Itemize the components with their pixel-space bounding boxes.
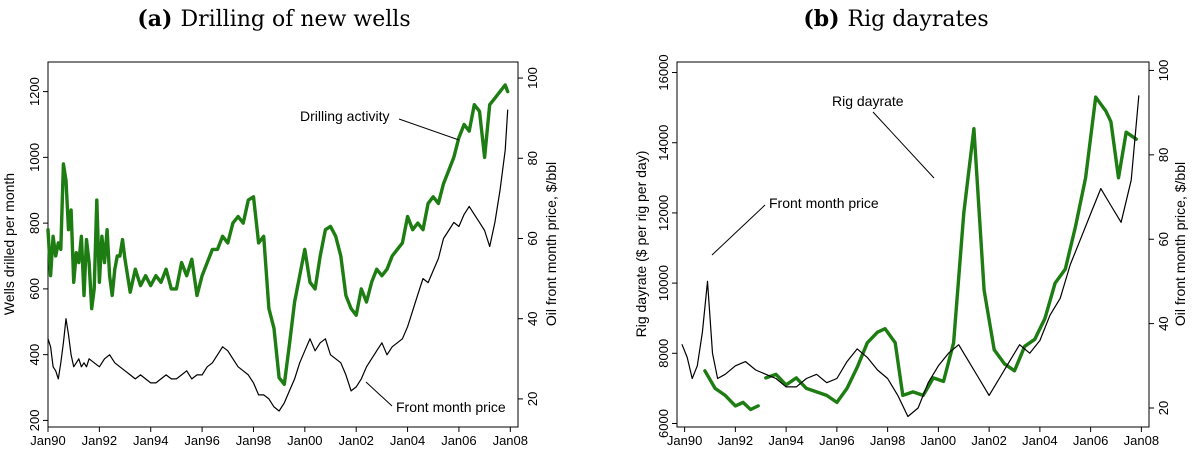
panel-b-annot-dayrate: Rig dayrate bbox=[832, 93, 904, 109]
panel-b-xtick-label: Jan04 bbox=[1022, 433, 1057, 448]
panel-a-ytick-left-label: 400 bbox=[27, 344, 42, 366]
panel-b-ytick-right-label: 80 bbox=[1156, 148, 1171, 162]
panel-a-plot-frame bbox=[47, 61, 519, 428]
panel-a-xtick-label: Jan94 bbox=[133, 433, 168, 448]
panel-a-annot-drilling-leader bbox=[398, 118, 460, 141]
panel-a-xtick-label: Jan98 bbox=[236, 433, 271, 448]
panel-a-front-month-price-line bbox=[47, 109, 509, 412]
panel-a-ytick-left-label: 600 bbox=[27, 278, 42, 300]
panel-a-ytick-left-label: 1200 bbox=[27, 77, 42, 106]
panel-a-xtick-label: Jan96 bbox=[184, 433, 219, 448]
panel-dayrates: (b) Rig dayrates Jan90 Jan92 Jan94 Jan96 Jan9… bbox=[633, 6, 1188, 448]
panel-b-front-month-price-line bbox=[681, 95, 1140, 418]
panel-b-ytick-right-label: 60 bbox=[1156, 232, 1171, 246]
panel-a-xtick-label: Jan00 bbox=[287, 433, 322, 448]
panel-a-xtick-label: Jan92 bbox=[82, 433, 117, 448]
panel-a-xtick-label: Jan04 bbox=[390, 433, 425, 448]
panel-b-title: Rig dayrates bbox=[848, 7, 989, 32]
panel-b-xtick-label: Jan00 bbox=[921, 433, 956, 448]
panel-b-ytick-left-label: 12000 bbox=[656, 195, 671, 231]
panel-a-ylabel-right: Oil front month price, $/bbl bbox=[543, 162, 559, 326]
panel-b-annot-price: Front month price bbox=[769, 195, 879, 211]
panel-a-xtick-label: Jan02 bbox=[338, 433, 373, 448]
panel-b-title-text: (b) Rig dayrates bbox=[803, 6, 988, 32]
panel-b-ylabel-left: Rig dayrate ($ per rig per day) bbox=[633, 151, 649, 338]
panel-a-xtick-label: Jan08 bbox=[493, 433, 528, 448]
panel-b-ytick-left-label: 14000 bbox=[656, 125, 671, 161]
panel-a-xtick-label: Jan06 bbox=[441, 433, 476, 448]
panel-b-lines bbox=[681, 95, 1140, 418]
panel-a-ytick-right-label: 40 bbox=[525, 311, 540, 325]
panel-a-ytick-right-label: 60 bbox=[525, 231, 540, 245]
panel-a-annot-drilling: Drilling activity bbox=[300, 108, 389, 124]
panel-b-xtick-label: Jan90 bbox=[667, 433, 702, 448]
panel-b-rig-dayrate-line bbox=[703, 369, 760, 412]
panel-b-ylabel-right: Oil front month price, $/bbl bbox=[1172, 162, 1188, 326]
panel-b-plot-frame bbox=[676, 61, 1150, 428]
panel-b-ytick-right-label: 20 bbox=[1156, 401, 1171, 415]
panel-a-ticks: Jan90 Jan92 Jan94 Jan96 Jan98 Jan00 Jan02 Jan04… bbox=[27, 67, 540, 448]
panel-b-letter: (b) bbox=[803, 6, 839, 32]
panel-b-xtick-label: Jan06 bbox=[1073, 433, 1108, 448]
panel-a-title: Drilling of new wells bbox=[180, 7, 410, 32]
panel-b-xtick-label: Jan96 bbox=[819, 433, 854, 448]
panel-a-ytick-left-label: 200 bbox=[27, 410, 42, 432]
panel-b-ytick-left-label: 16000 bbox=[656, 54, 671, 90]
panel-b-ytick-right-label: 100 bbox=[1156, 60, 1171, 82]
panel-a-drilling-activity-line bbox=[46, 83, 510, 386]
panel-b-xtick-label: Jan98 bbox=[870, 433, 905, 448]
panel-a-ytick-left-label: 1000 bbox=[27, 143, 42, 172]
panel-b-annot-dayrate-leader bbox=[872, 111, 935, 179]
panel-a-ytick-right-label: 80 bbox=[525, 151, 540, 165]
panel-a-annot-price: Front month price bbox=[396, 399, 506, 415]
panel-a-ytick-right-label: 100 bbox=[525, 67, 540, 89]
panel-b-ytick-right-label: 40 bbox=[1156, 316, 1171, 330]
panel-a-title-text: (a) Drilling of new wells bbox=[137, 6, 410, 32]
panel-b-rig-dayrate-line bbox=[764, 95, 1139, 405]
panel-a-letter: (a) bbox=[137, 6, 172, 32]
panel-b-ytick-left-label: 10000 bbox=[656, 265, 671, 301]
panel-a-ytick-left-label: 800 bbox=[27, 212, 42, 234]
panel-b-ytick-left-label: 8000 bbox=[656, 339, 671, 368]
panel-b-xtick-label: Jan02 bbox=[971, 433, 1006, 448]
panel-drilling: (a) Drilling of new wells Jan90 Jan92 Jan94… bbox=[1, 6, 559, 448]
panel-a-ylabel-left: Wells drilled per month bbox=[1, 173, 17, 315]
panel-b-xtick-label: Jan92 bbox=[718, 433, 753, 448]
panel-a-lines bbox=[46, 83, 510, 412]
panel-b-xtick-label: Jan94 bbox=[768, 433, 803, 448]
panel-b-annot-price-leader bbox=[711, 204, 766, 256]
panel-a-xtick-label: Jan90 bbox=[30, 433, 65, 448]
panel-a-annot-price-leader bbox=[365, 381, 393, 407]
panel-b-ticks: Jan90 Jan92 Jan94 Jan96 Jan98 Jan00 Jan02 Jan04… bbox=[656, 54, 1171, 448]
panel-a-ytick-right-label: 20 bbox=[525, 392, 540, 406]
panel-b-ytick-left-label: 6000 bbox=[656, 409, 671, 438]
panel-b-xtick-label: Jan08 bbox=[1124, 433, 1159, 448]
